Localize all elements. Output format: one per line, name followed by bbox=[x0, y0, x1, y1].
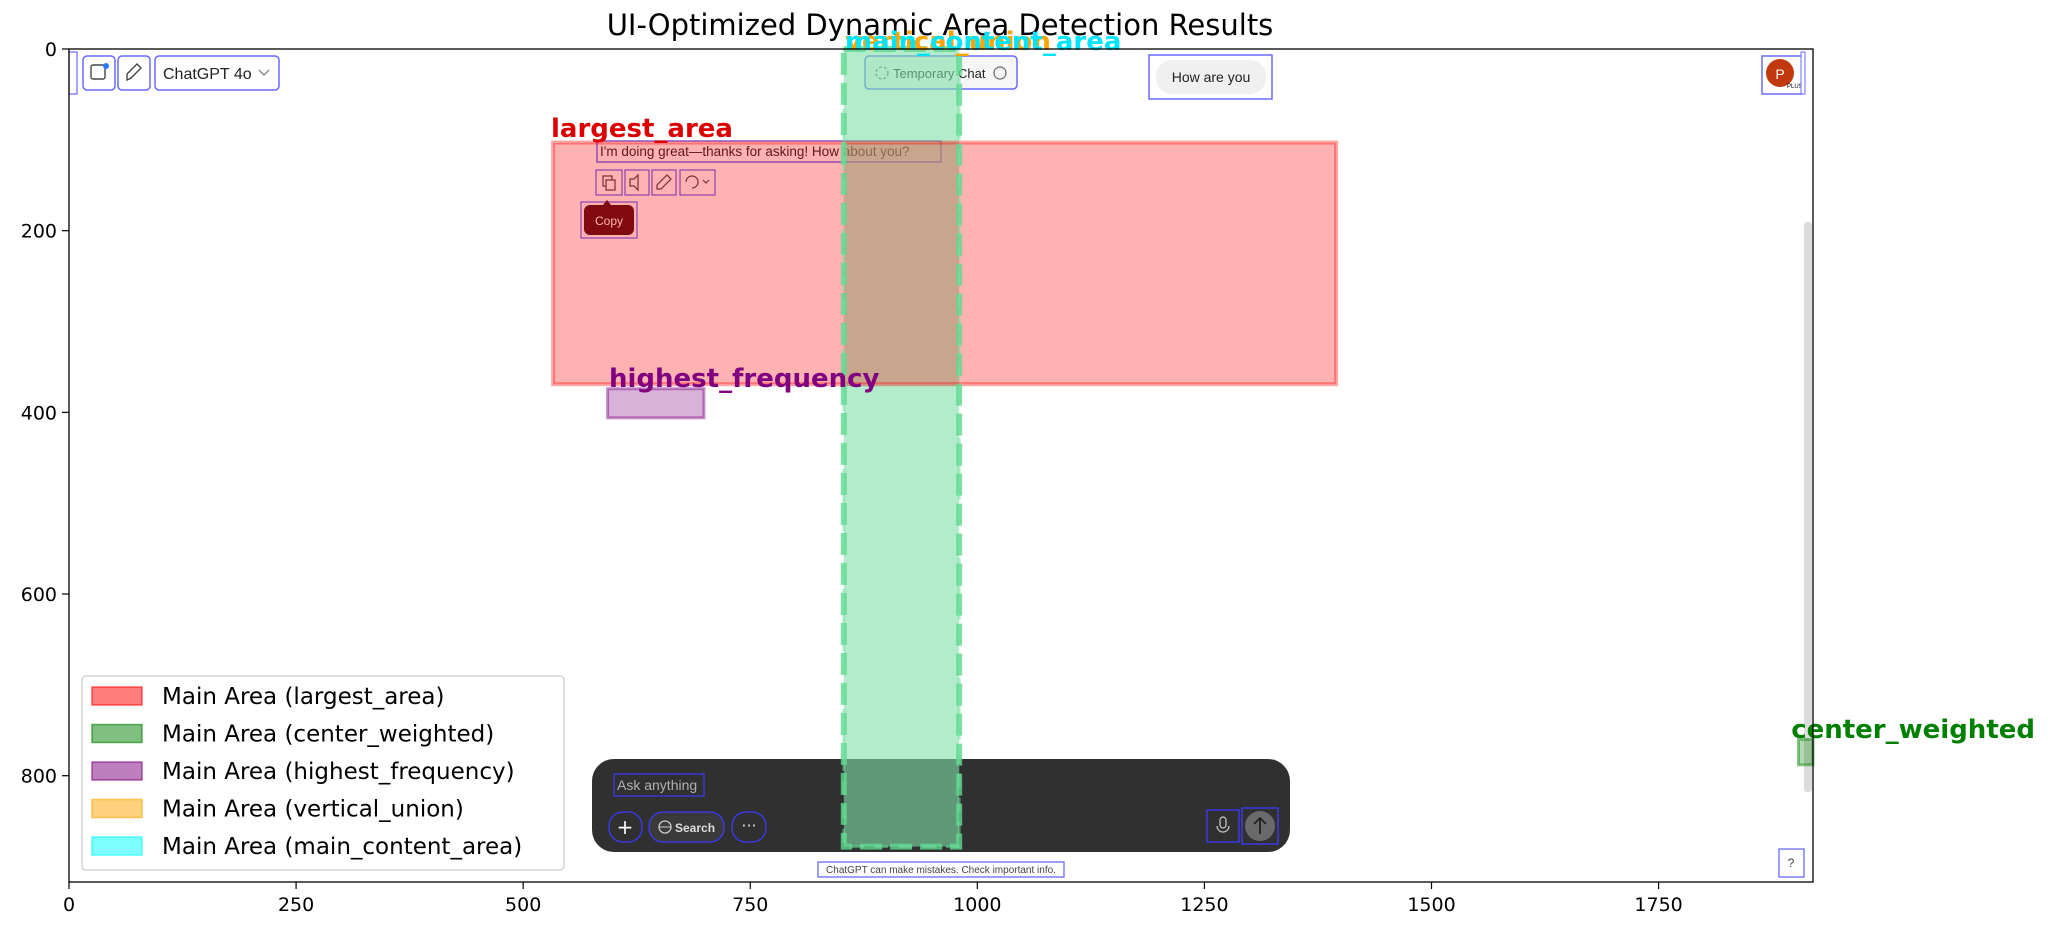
scrollbar[interactable] bbox=[1804, 222, 1812, 792]
sidebar-toggle-icon[interactable] bbox=[82, 55, 116, 91]
x-tick-label: 750 bbox=[732, 894, 768, 916]
legend-label: Main Area (vertical_union) bbox=[162, 797, 464, 823]
legend: Main Area (largest_area) Main Area (cente… bbox=[81, 675, 565, 871]
chevron-down-icon bbox=[258, 69, 270, 76]
regenerate-icon[interactable] bbox=[679, 169, 716, 196]
area-vertical-union-fill bbox=[843, 49, 960, 847]
assistant-message-text: I'm doing great—thanks for asking! How a… bbox=[600, 144, 910, 159]
arrow-up-icon bbox=[1253, 816, 1267, 834]
search-button-label: Search bbox=[675, 821, 715, 835]
area-highest-frequency bbox=[606, 387, 706, 420]
area-label-highest-frequency: highest_frequency bbox=[609, 364, 880, 394]
input-placeholder-box bbox=[613, 773, 705, 797]
plus-icon: + bbox=[617, 815, 634, 839]
x-axis: 0 250 500 750 1000 1250 1500 1750 bbox=[63, 882, 1683, 916]
avatar-letter: P bbox=[1775, 66, 1784, 82]
legend-swatch bbox=[91, 836, 143, 856]
y-axis: 0 200 400 600 800 bbox=[21, 39, 69, 788]
y-tick-label: 600 bbox=[21, 584, 57, 606]
legend-swatch bbox=[91, 686, 143, 706]
microphone-button[interactable] bbox=[1206, 809, 1240, 843]
read-aloud-icon[interactable] bbox=[624, 169, 650, 196]
x-tick-label: 500 bbox=[505, 894, 541, 916]
legend-label: Main Area (main_content_area) bbox=[162, 834, 522, 860]
area-label-center-weighted: center_weighted bbox=[1791, 715, 2035, 745]
legend-label: Main Area (center_weighted) bbox=[162, 722, 494, 748]
legend-frame bbox=[81, 675, 565, 871]
disclaimer-text: ChatGPT can make mistakes. Check importa… bbox=[826, 865, 1056, 876]
copy-tooltip-box bbox=[580, 201, 638, 239]
info-icon[interactable] bbox=[993, 66, 1007, 80]
user-message-bubble bbox=[1156, 60, 1266, 94]
help-button[interactable] bbox=[1778, 848, 1805, 878]
new-chat-icon[interactable] bbox=[117, 55, 151, 91]
y-tick-label: 0 bbox=[45, 39, 57, 61]
x-tick-label: 1500 bbox=[1407, 894, 1455, 916]
x-tick-label: 0 bbox=[63, 894, 75, 916]
legend-swatch bbox=[91, 723, 143, 744]
model-selector-button[interactable] bbox=[154, 55, 280, 91]
legend-swatch bbox=[91, 761, 143, 781]
avatar-badge: PLUS bbox=[1787, 84, 1803, 90]
attach-button[interactable] bbox=[608, 811, 643, 843]
chat-input-placeholder: Ask anything bbox=[617, 777, 697, 793]
area-label-vertical-union: vertical_union bbox=[845, 27, 1051, 57]
x-tick-label: 1250 bbox=[1180, 894, 1228, 916]
detection-overlay: largest_area center_weighted highest_frequ… bbox=[551, 27, 2035, 850]
x-tick-label: 1750 bbox=[1634, 894, 1682, 916]
help-label: ? bbox=[1788, 856, 1795, 870]
axes-frame bbox=[68, 48, 1814, 883]
area-label-largest-area: largest_area bbox=[551, 114, 733, 144]
disclaimer-box bbox=[817, 861, 1065, 878]
edit-icon[interactable] bbox=[651, 169, 677, 196]
y-tick-label: 800 bbox=[21, 766, 57, 788]
area-largest-area bbox=[551, 140, 1339, 387]
y-tick-label: 200 bbox=[21, 221, 57, 243]
search-button[interactable] bbox=[648, 811, 725, 843]
microphone-icon bbox=[1219, 816, 1227, 829]
x-tick-label: 1000 bbox=[953, 894, 1001, 916]
model-selector-label: ChatGPT 4o bbox=[163, 66, 252, 83]
copy-tooltip bbox=[584, 205, 634, 235]
x-tick-label: 250 bbox=[278, 894, 314, 916]
user-message-text: How are you bbox=[1172, 69, 1251, 85]
chart-title: UI-Optimized Dynamic Area Detection Resu… bbox=[607, 8, 1274, 42]
legend-label: Main Area (highest_frequency) bbox=[162, 759, 515, 785]
copy-tooltip-label: Copy bbox=[595, 214, 623, 228]
ellipsis-icon: ··· bbox=[741, 816, 756, 835]
y-tick-label: 400 bbox=[21, 402, 57, 424]
send-button-box bbox=[1241, 807, 1279, 845]
area-label-main-content-area: main_content_area bbox=[845, 27, 1121, 57]
more-options-button[interactable] bbox=[731, 811, 767, 843]
avatar[interactable] bbox=[1766, 59, 1794, 87]
legend-label: Main Area (largest_area) bbox=[162, 684, 444, 710]
legend-swatch bbox=[91, 798, 143, 819]
copy-icon[interactable] bbox=[595, 169, 623, 196]
